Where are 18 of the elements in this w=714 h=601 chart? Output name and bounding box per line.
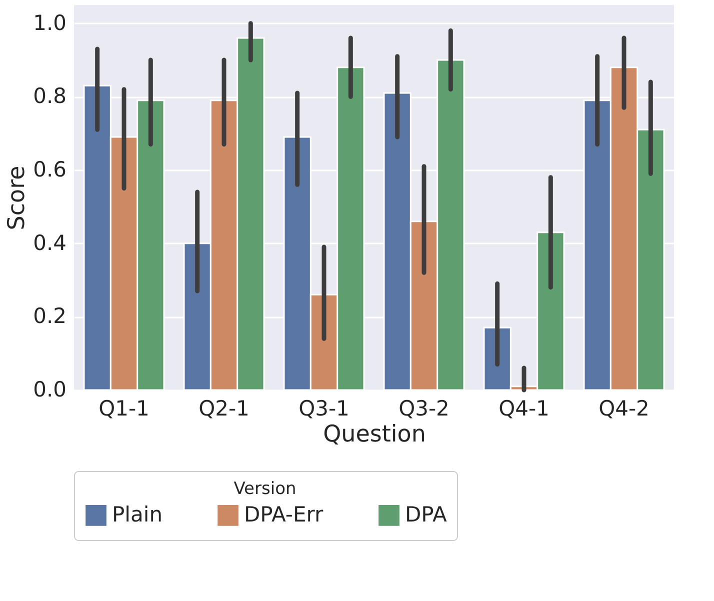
legend-label: DPA-Err bbox=[244, 502, 324, 526]
y-tick-label: 0.6 bbox=[33, 158, 66, 182]
x-tick-label: Q3-2 bbox=[398, 396, 450, 420]
legend-label: Plain bbox=[112, 502, 163, 526]
y-tick-label: 1.0 bbox=[33, 10, 66, 35]
x-tick-label: Q1-1 bbox=[98, 396, 150, 420]
y-tick-label: 0.2 bbox=[33, 304, 66, 328]
x-tick-label: Q4-2 bbox=[598, 396, 650, 420]
y-tick-label: 0.8 bbox=[33, 84, 66, 108]
x-tick-label: Q3-1 bbox=[298, 396, 350, 420]
y-tick-label: 0.0 bbox=[33, 378, 66, 402]
y-axis-title: Score bbox=[4, 166, 30, 230]
x-tick-label: Q2-1 bbox=[198, 396, 250, 420]
x-tick-label: Q4-1 bbox=[498, 396, 550, 420]
x-axis-title: Question bbox=[323, 422, 426, 448]
y-tick-label: 0.4 bbox=[33, 230, 66, 255]
legend-label: DPA bbox=[405, 502, 448, 526]
legend-title: Version bbox=[234, 479, 296, 499]
